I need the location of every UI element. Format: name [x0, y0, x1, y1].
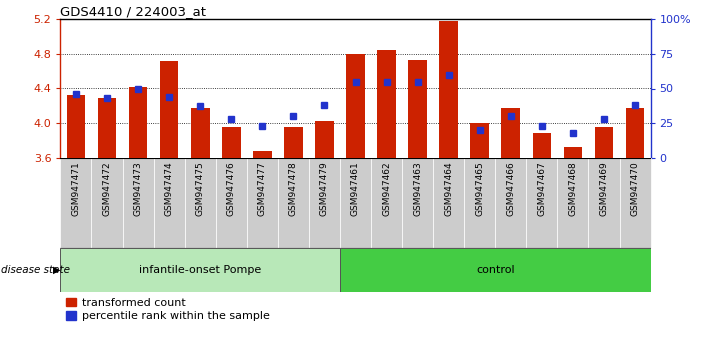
- Bar: [464, 158, 496, 248]
- Text: GSM947473: GSM947473: [134, 161, 143, 216]
- Bar: [371, 158, 402, 248]
- Text: GSM947478: GSM947478: [289, 161, 298, 216]
- Text: GSM947463: GSM947463: [413, 161, 422, 216]
- Text: GSM947471: GSM947471: [72, 161, 80, 216]
- Legend: transformed count, percentile rank within the sample: transformed count, percentile rank withi…: [66, 298, 269, 321]
- Bar: [247, 158, 278, 248]
- Text: control: control: [476, 265, 515, 275]
- Text: GSM947469: GSM947469: [599, 161, 609, 216]
- Text: GSM947467: GSM947467: [538, 161, 546, 216]
- Text: GSM947465: GSM947465: [475, 161, 484, 216]
- Bar: [589, 158, 619, 248]
- Bar: [191, 108, 210, 158]
- Bar: [557, 158, 589, 248]
- Text: GSM947461: GSM947461: [351, 161, 360, 216]
- Text: GSM947472: GSM947472: [102, 161, 112, 216]
- Bar: [402, 158, 433, 248]
- Bar: [154, 158, 185, 248]
- Bar: [619, 158, 651, 248]
- Bar: [496, 158, 526, 248]
- Bar: [253, 152, 272, 158]
- Bar: [222, 127, 240, 158]
- Bar: [309, 158, 340, 248]
- Text: GDS4410 / 224003_at: GDS4410 / 224003_at: [60, 5, 206, 18]
- Bar: [284, 127, 303, 158]
- Bar: [129, 87, 147, 158]
- Text: GSM947479: GSM947479: [320, 161, 329, 216]
- Bar: [278, 158, 309, 248]
- Text: GSM947477: GSM947477: [258, 161, 267, 216]
- Text: GSM947475: GSM947475: [196, 161, 205, 216]
- Text: GSM947468: GSM947468: [568, 161, 577, 216]
- Bar: [185, 158, 215, 248]
- Bar: [526, 158, 557, 248]
- Bar: [564, 147, 582, 158]
- Text: ▶: ▶: [53, 265, 60, 275]
- Text: disease state: disease state: [1, 265, 70, 275]
- Bar: [340, 248, 651, 292]
- Text: GSM947462: GSM947462: [382, 161, 391, 216]
- Bar: [378, 50, 396, 158]
- Bar: [471, 123, 489, 158]
- Text: GSM947466: GSM947466: [506, 161, 515, 216]
- Bar: [215, 158, 247, 248]
- Text: GSM947470: GSM947470: [631, 161, 639, 216]
- Bar: [346, 54, 365, 158]
- Text: infantile-onset Pompe: infantile-onset Pompe: [139, 265, 262, 275]
- Bar: [594, 127, 614, 158]
- Bar: [533, 133, 551, 158]
- Bar: [160, 61, 178, 158]
- Text: GSM947474: GSM947474: [165, 161, 173, 216]
- Text: GSM947476: GSM947476: [227, 161, 236, 216]
- Bar: [92, 158, 122, 248]
- Bar: [67, 96, 85, 158]
- Bar: [433, 158, 464, 248]
- Bar: [315, 121, 333, 158]
- Bar: [60, 248, 340, 292]
- Bar: [97, 98, 117, 158]
- Bar: [501, 108, 520, 158]
- Bar: [60, 158, 92, 248]
- Bar: [439, 21, 458, 158]
- Bar: [408, 60, 427, 158]
- Bar: [122, 158, 154, 248]
- Bar: [626, 108, 644, 158]
- Bar: [340, 158, 371, 248]
- Text: GSM947464: GSM947464: [444, 161, 453, 216]
